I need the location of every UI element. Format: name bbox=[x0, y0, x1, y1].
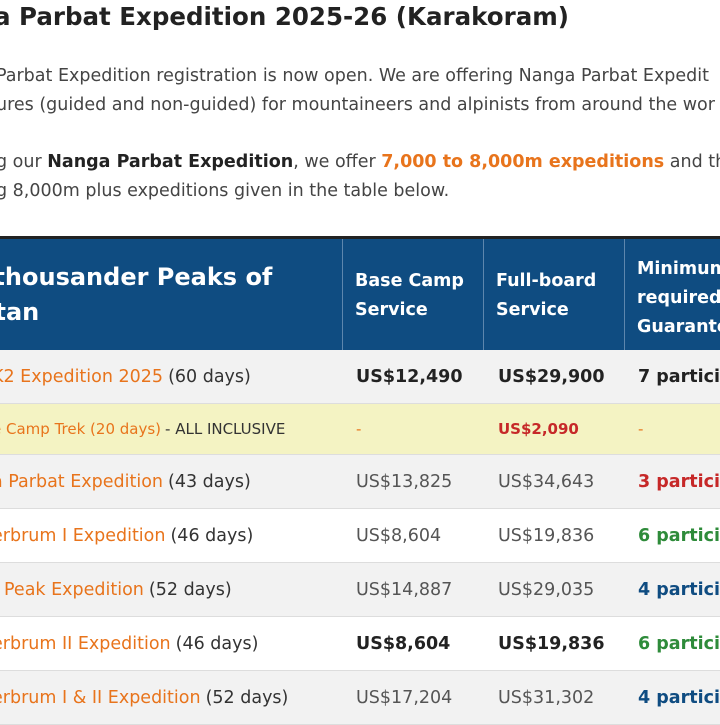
intro-paragraph: Parbat Expedition registration is now op… bbox=[0, 62, 715, 120]
base-camp-price: US$8,604 bbox=[356, 633, 451, 654]
expedition-link[interactable]: K2 Expedition 2025 bbox=[0, 366, 164, 387]
table-row: a Parbat Expedition (43 days) US$13,825 … bbox=[0, 455, 720, 509]
header-base-camp: Base Camp Service bbox=[355, 271, 464, 320]
header-peaks-col: t-thousander Peaks of istan bbox=[0, 239, 342, 350]
duration: (52 days) bbox=[148, 579, 232, 600]
expedition-link[interactable]: a Parbat Expedition bbox=[0, 471, 164, 492]
expedition-price-table: t-thousander Peaks of istan Base Camp Se… bbox=[0, 236, 720, 725]
full-board-price: US$31,302 bbox=[498, 687, 595, 708]
table-row: erbrum I Expedition (46 days) US$8,604 U… bbox=[0, 509, 720, 563]
base-camp-price: US$14,887 bbox=[356, 579, 453, 600]
expedition-link[interactable]: erbrum II Expedition bbox=[0, 633, 171, 654]
offer-text-post: and the bbox=[669, 152, 720, 172]
full-board-price: US$34,643 bbox=[498, 471, 595, 492]
offer-text-pre: g our bbox=[0, 152, 48, 172]
full-board-price: US$29,900 bbox=[498, 366, 605, 387]
expedition-link[interactable]: Peak Expedition bbox=[4, 579, 144, 600]
min-participants: - bbox=[638, 420, 644, 438]
min-participants: 7 particip bbox=[638, 366, 720, 387]
intro-line-2: ures (guided and non-guided) for mountai… bbox=[0, 95, 715, 115]
trek-link[interactable]: e Camp Trek (20 days) bbox=[0, 420, 162, 438]
duration: (52 days) bbox=[205, 687, 289, 708]
min-participants: 6 particip bbox=[638, 633, 720, 654]
header-minimum-col: Minimum required Guarante bbox=[624, 239, 720, 350]
expedition-link[interactable]: erbrum I & II Expedition bbox=[0, 687, 201, 708]
table-row: e Camp Trek (20 days) - ALL INCLUSIVE - … bbox=[0, 404, 720, 455]
table-header: t-thousander Peaks of istan Base Camp Se… bbox=[0, 239, 720, 350]
nanga-parbat-bold: Nanga Parbat Expedition bbox=[47, 152, 294, 172]
table-row: erbrum I & II Expedition (52 days) US$17… bbox=[0, 671, 720, 725]
full-board-price: US$19,836 bbox=[498, 633, 605, 654]
offer-paragraph: g our Nanga Parbat Expedition, we offer … bbox=[0, 148, 720, 206]
base-camp-price: US$17,204 bbox=[356, 687, 453, 708]
table-row: K2 Expedition 2025 (60 days) US$12,490 U… bbox=[0, 350, 720, 404]
intro-line-1: Parbat Expedition registration is now op… bbox=[0, 66, 710, 86]
table-row: erbrum II Expedition (46 days) US$8,604 … bbox=[0, 617, 720, 671]
header-full-board-col: Full-board Service bbox=[483, 239, 625, 350]
page-title: a Parbat Expedition 2025-26 (Karakoram) bbox=[0, 2, 569, 31]
full-board-price: US$29,035 bbox=[498, 579, 595, 600]
header-base-camp-col: Base Camp Service bbox=[342, 239, 484, 350]
base-camp-price: US$12,490 bbox=[356, 366, 463, 387]
min-participants: 6 particip bbox=[638, 525, 720, 546]
min-participants: 3 particip bbox=[638, 471, 720, 492]
duration: (46 days) bbox=[170, 525, 254, 546]
all-inclusive-label: - ALL INCLUSIVE bbox=[165, 420, 286, 438]
offer-line-2: g 8,000m plus expeditions given in the t… bbox=[0, 181, 450, 201]
duration: (46 days) bbox=[175, 633, 259, 654]
full-board-price: US$2,090 bbox=[498, 420, 579, 438]
table-row: Peak Expedition (52 days) US$14,887 US$2… bbox=[0, 563, 720, 617]
full-board-price: US$19,836 bbox=[498, 525, 595, 546]
min-participants: 4 particip bbox=[638, 687, 720, 708]
header-minimum: Minimum required Guarante bbox=[637, 259, 720, 337]
base-camp-price: - bbox=[356, 420, 362, 438]
duration: (43 days) bbox=[168, 471, 251, 492]
header-full-board: Full-board Service bbox=[496, 271, 597, 320]
base-camp-price: US$8,604 bbox=[356, 525, 442, 546]
header-peaks: t-thousander Peaks of istan bbox=[0, 263, 273, 326]
expeditions-range-link[interactable]: 7,000 to 8,000m expeditions bbox=[381, 152, 665, 172]
duration: (60 days) bbox=[168, 366, 251, 387]
expedition-link[interactable]: erbrum I Expedition bbox=[0, 525, 166, 546]
base-camp-price: US$13,825 bbox=[356, 471, 453, 492]
min-participants: 4 particip bbox=[638, 579, 720, 600]
offer-text-mid: , we offer bbox=[293, 152, 382, 172]
